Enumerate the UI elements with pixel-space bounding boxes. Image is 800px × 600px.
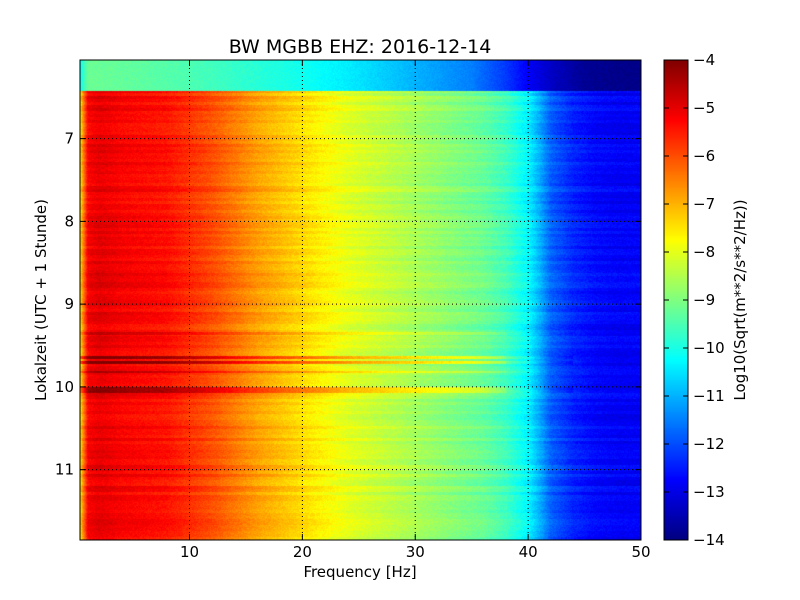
plot-frame: [79, 59, 642, 541]
heatmap-area: [80, 60, 641, 540]
y-tick-label: 9: [64, 295, 74, 313]
colorbar-tick-label: −11: [693, 387, 725, 405]
y-tick-label: 7: [64, 130, 74, 148]
colorbar-tick-label: −13: [693, 483, 725, 501]
colorbar-tick-label: −12: [693, 435, 725, 453]
colorbar-tick-label: −4: [693, 51, 715, 69]
x-tick-label: 40: [519, 543, 538, 561]
y-tick-label: 11: [55, 461, 74, 479]
grid-lines: [80, 60, 641, 540]
x-tick-label: 30: [406, 543, 425, 561]
x-axis-label: Frequency [Hz]: [303, 563, 416, 581]
y-tick-label: 8: [64, 212, 74, 230]
heatmap-canvas: [80, 60, 641, 540]
colorbar-tick-label: −7: [693, 195, 715, 213]
colorbar-tick-label: −14: [693, 531, 725, 549]
colorbar-tick-label: −5: [693, 99, 715, 117]
colorbar-ticks: −4 −5 −6 −7 −8 −9 −10 −11 −12 −13 −14: [664, 51, 725, 549]
x-tick-label: 50: [631, 543, 650, 561]
y-axis-label: Lokalzeit (UTC + 1 Stunde): [32, 199, 50, 401]
x-tick-label: 10: [180, 543, 199, 561]
y-tick-label: 10: [55, 378, 74, 396]
colorbar-tick-label: −8: [693, 243, 715, 261]
x-tick-label: 20: [293, 543, 312, 561]
x-axis-ticks: 10 20 30 40 50: [180, 60, 651, 561]
colorbar-tick-label: −9: [693, 291, 715, 309]
chart-title: BW MGBB EHZ: 2016-12-14: [229, 36, 492, 58]
colorbar-tick-label: −10: [693, 339, 725, 357]
y-axis-ticks: 7 8 9 10 11: [55, 130, 641, 479]
colorbar-tick-label: −6: [693, 147, 715, 165]
colorbar-label: Log10(Sqrt(m**2/s**2/Hz)): [731, 199, 749, 400]
